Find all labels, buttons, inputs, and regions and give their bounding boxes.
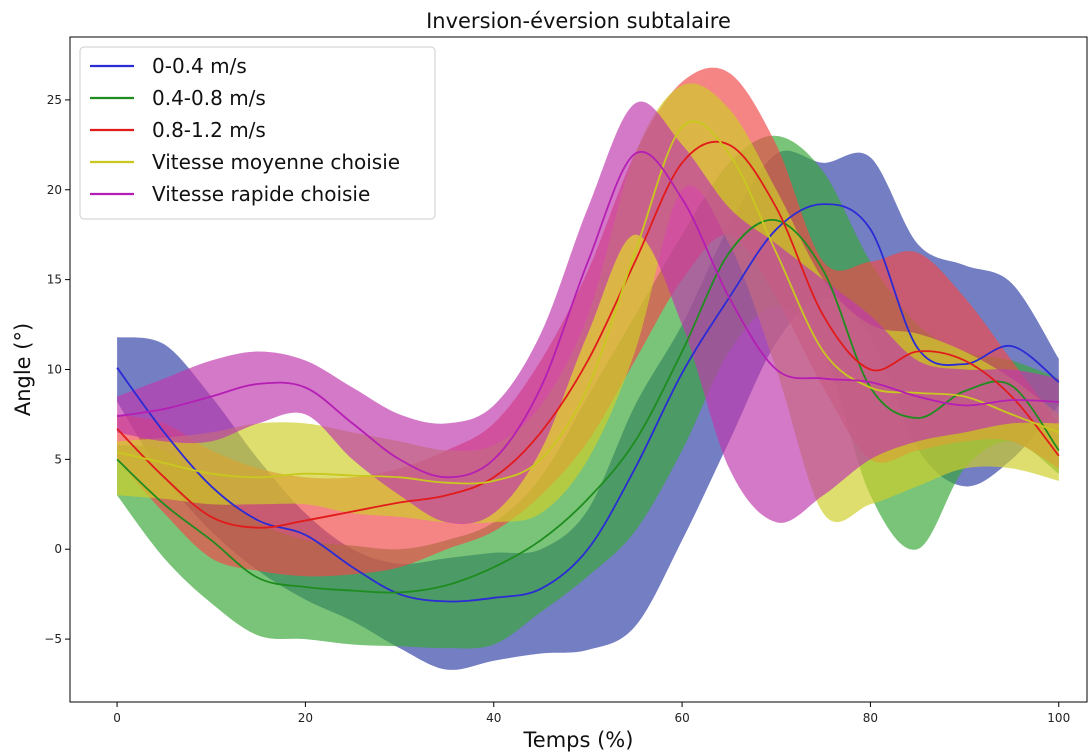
line-series-5 [116, 150, 1059, 479]
y-axis: −5 0 5 10 15 20 25 [44, 93, 70, 646]
legend-label: 0-0.4 m/s [152, 54, 247, 78]
line-series-2 [116, 219, 1060, 594]
x-tick-label: 60 [674, 711, 689, 725]
y-tick-label: 20 [47, 183, 62, 197]
legend-label: 0.8-1.2 m/s [152, 118, 266, 142]
legend: 0-0.4 m/s 0.4-0.8 m/s 0.8-1.2 m/s Vitesse m… [79, 46, 436, 220]
line-series-3 [116, 140, 1060, 529]
y-tick-label: 5 [54, 452, 62, 466]
legend-label: 0.4-0.8 m/s [152, 86, 266, 110]
y-axis-title: Angle (°) [11, 323, 35, 416]
x-tick-label: 40 [486, 711, 501, 725]
x-tick-label: 20 [298, 711, 313, 725]
y-tick-label: 0 [54, 542, 62, 556]
line-layer [116, 120, 1060, 603]
band-series-5 [117, 101, 1059, 524]
x-tick-label: 100 [1047, 711, 1070, 725]
legend-box [79, 46, 436, 220]
band-layer [117, 67, 1059, 670]
line-series-4 [116, 120, 1060, 485]
x-tick-label: 0 [113, 711, 121, 725]
y-tick-label: 15 [47, 273, 62, 287]
legend-label: Vitesse rapide choisie [152, 182, 370, 206]
legend-label: Vitesse moyenne choisie [152, 150, 400, 174]
y-tick-label: 25 [47, 93, 62, 107]
x-tick-label: 80 [863, 711, 878, 725]
y-tick-label: 10 [47, 363, 62, 377]
x-axis: 0 20 40 60 80 100 [113, 702, 1070, 725]
x-axis-title: Temps (%) [523, 728, 634, 752]
chart-title: Inversion-éversion subtalaire [426, 9, 731, 33]
y-tick-label: −5 [44, 632, 62, 646]
